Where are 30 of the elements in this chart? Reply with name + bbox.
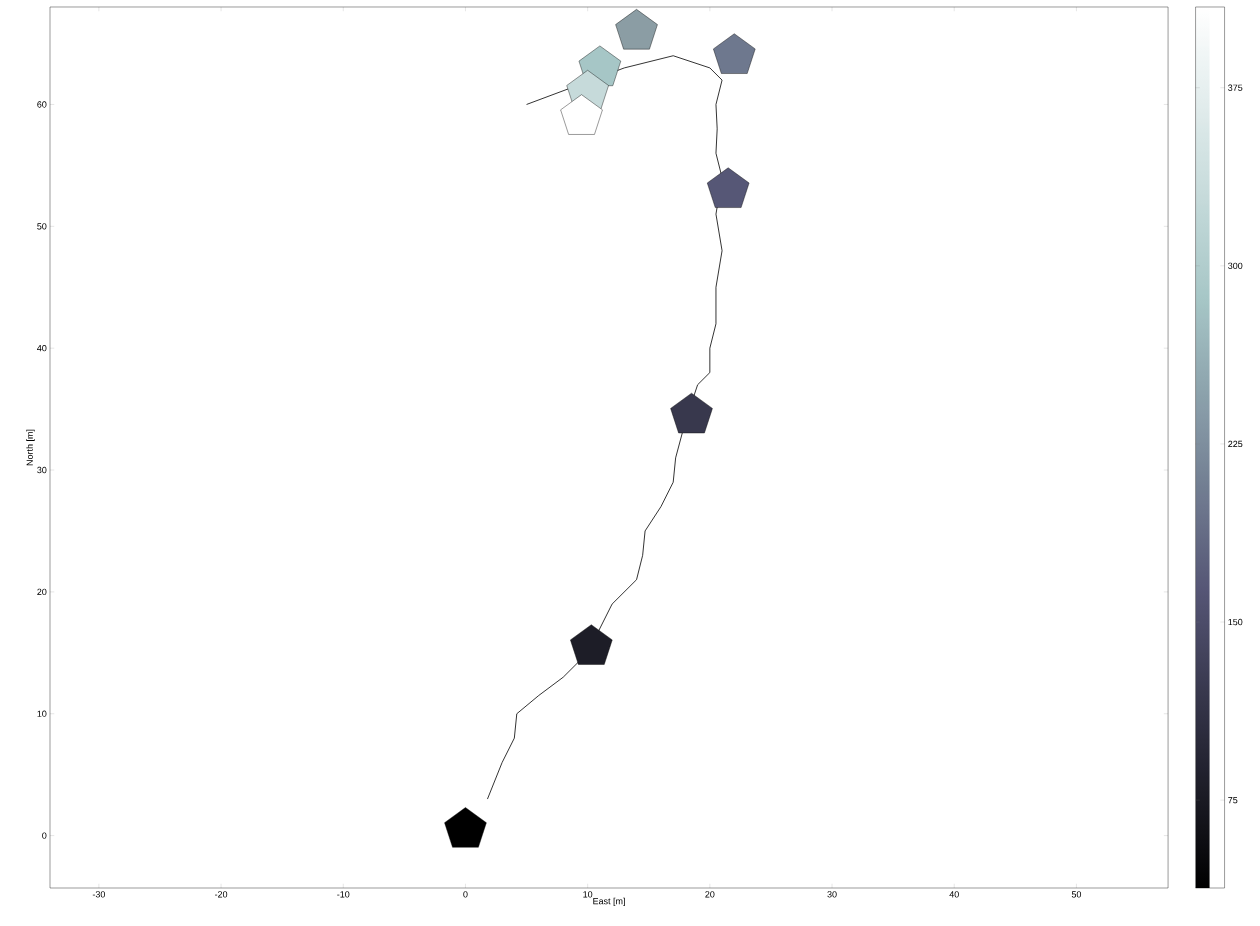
y-axis-title: North [m] <box>26 429 35 466</box>
x-tick-label: 30 <box>827 891 837 898</box>
point <box>560 94 603 135</box>
point <box>570 624 613 665</box>
x-tick-label: 0 <box>463 891 468 898</box>
color-bar-label: 375 <box>1228 84 1243 91</box>
y-tick-label: 0 <box>42 832 47 839</box>
y-tick-label: 50 <box>37 223 47 230</box>
point <box>444 807 487 848</box>
color-bar-label: 300 <box>1228 262 1243 270</box>
x-tick-label: -30 <box>92 891 106 898</box>
x-tick-label: 40 <box>949 891 959 898</box>
y-tick-label: 30 <box>37 466 47 474</box>
y-tick-label: 60 <box>37 101 47 108</box>
x-axis-title: East [m] <box>593 897 625 907</box>
color-bar-label: 150 <box>1228 618 1243 626</box>
point <box>713 33 756 74</box>
x-tick-label: -10 <box>337 891 350 898</box>
point <box>707 167 750 208</box>
x-tick-label: 20 <box>705 891 715 898</box>
point <box>615 9 658 50</box>
y-tick-label: 10 <box>37 710 47 717</box>
point <box>670 393 713 434</box>
x-tick-label: 10 <box>583 891 593 898</box>
color-bar-label: 75 <box>1228 797 1238 804</box>
y-tick-label: 40 <box>37 345 47 352</box>
x-tick-label: 50 <box>1071 891 1082 898</box>
x-tick-label: -20 <box>215 891 228 898</box>
color-bar-label: 225 <box>1228 440 1243 448</box>
y-tick-label: 20 <box>37 588 47 596</box>
